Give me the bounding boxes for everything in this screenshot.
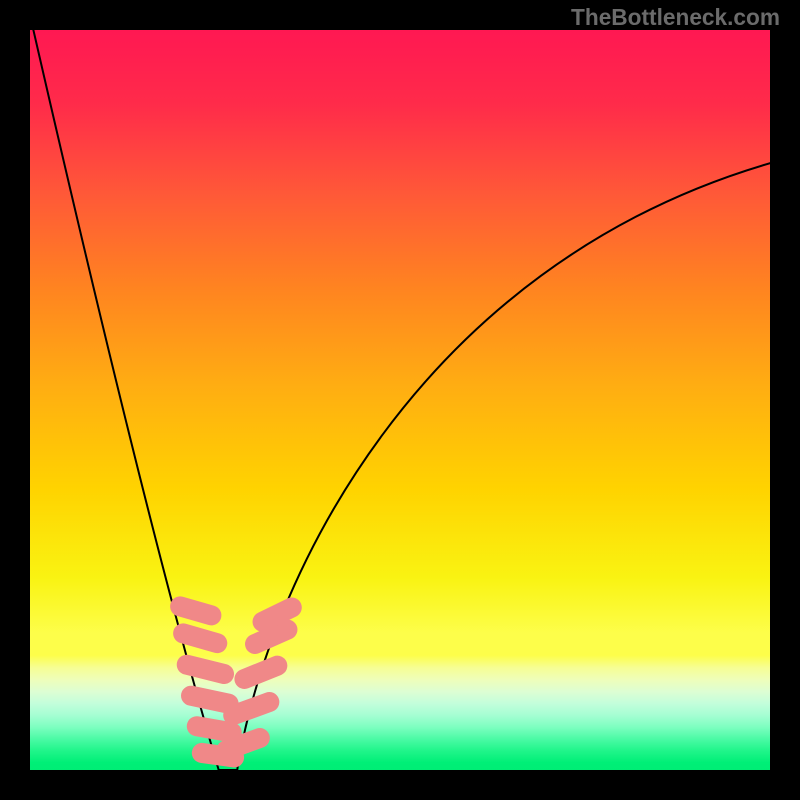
watermark-text: TheBottleneck.com bbox=[571, 4, 780, 31]
plot-area bbox=[30, 30, 770, 770]
chart-svg bbox=[0, 0, 800, 800]
bottleneck-chart: TheBottleneck.com bbox=[0, 0, 800, 800]
